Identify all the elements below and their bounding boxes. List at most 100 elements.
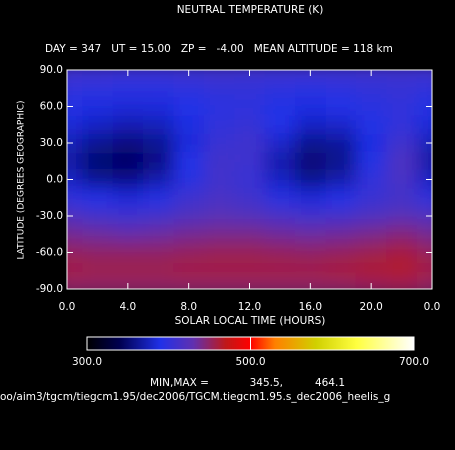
heat-cell bbox=[203, 206, 235, 226]
heat-cell bbox=[325, 206, 357, 226]
heat-cell bbox=[416, 70, 432, 80]
heat-cell bbox=[416, 152, 432, 171]
heat-cell bbox=[264, 225, 296, 244]
heat-cell bbox=[82, 261, 114, 281]
y-tick-label: -60.0 bbox=[36, 247, 63, 259]
y-tick-label: 30.0 bbox=[40, 137, 63, 149]
heat-cell bbox=[416, 261, 432, 281]
heat-cell bbox=[143, 79, 174, 98]
heat-cell bbox=[295, 243, 327, 263]
heat-cell bbox=[264, 133, 296, 153]
heat-cell bbox=[325, 133, 357, 153]
heat-cell bbox=[355, 133, 387, 153]
x-axis-label: SOLAR LOCAL TIME (HOURS) bbox=[175, 315, 326, 327]
heat-cell bbox=[295, 225, 327, 244]
heat-cell bbox=[264, 115, 296, 135]
heat-cell bbox=[143, 133, 174, 153]
heat-cell bbox=[264, 261, 296, 281]
heat-cell bbox=[234, 115, 266, 135]
heat-cell bbox=[295, 188, 327, 208]
heat-cell bbox=[203, 243, 235, 263]
heat-cell bbox=[143, 70, 174, 80]
heat-cell bbox=[203, 279, 235, 289]
heat-cell bbox=[82, 279, 114, 289]
heat-cell bbox=[203, 133, 235, 153]
heat-cell bbox=[264, 70, 296, 80]
y-tick-label: -30.0 bbox=[36, 210, 63, 222]
heat-cell bbox=[386, 279, 418, 289]
heat-cell bbox=[112, 79, 144, 98]
heat-cell bbox=[67, 279, 83, 289]
stats-max: 464.1 bbox=[315, 377, 345, 389]
heat-cell bbox=[173, 97, 205, 117]
heat-cell bbox=[295, 97, 327, 117]
heat-cell bbox=[325, 225, 357, 244]
heat-cell bbox=[112, 225, 144, 244]
heat-cell bbox=[203, 97, 235, 117]
heat-cell bbox=[82, 170, 114, 190]
heat-cell bbox=[143, 206, 174, 226]
heatmap bbox=[67, 70, 432, 289]
heat-cell bbox=[173, 206, 205, 226]
heat-cell bbox=[416, 225, 432, 244]
heat-cell bbox=[295, 170, 327, 190]
heat-cell bbox=[386, 243, 418, 263]
heat-cell bbox=[416, 115, 432, 135]
heat-cell bbox=[143, 97, 174, 117]
x-tick-label: 20.0 bbox=[359, 301, 382, 313]
heat-cell bbox=[295, 261, 327, 281]
heat-cell bbox=[325, 115, 357, 135]
stats-min: 345.5, bbox=[250, 377, 283, 389]
heat-cell bbox=[234, 79, 266, 98]
heat-cell bbox=[203, 225, 235, 244]
heat-cell bbox=[82, 79, 114, 98]
heat-cell bbox=[416, 206, 432, 226]
heat-cell bbox=[112, 243, 144, 263]
heat-cell bbox=[264, 152, 296, 171]
heat-cell bbox=[203, 70, 235, 80]
heat-cell bbox=[203, 152, 235, 171]
heat-cell bbox=[234, 261, 266, 281]
heat-cell bbox=[82, 133, 114, 153]
heat-cell bbox=[112, 170, 144, 190]
heat-cell bbox=[234, 243, 266, 263]
y-axis-label: LATITUDE (DEGREES GEOGRAPHIC) bbox=[17, 100, 27, 259]
heat-cell bbox=[325, 170, 357, 190]
heat-cell bbox=[386, 70, 418, 80]
heat-cell bbox=[67, 225, 83, 244]
heat-cell bbox=[355, 243, 387, 263]
heat-cell bbox=[325, 243, 357, 263]
heat-cell bbox=[173, 188, 205, 208]
heat-cell bbox=[67, 170, 83, 190]
heat-cell bbox=[173, 152, 205, 171]
heat-cell bbox=[386, 225, 418, 244]
heat-cell bbox=[173, 243, 205, 263]
heat-cell bbox=[143, 279, 174, 289]
heat-cell bbox=[203, 261, 235, 281]
x-tick-label: 16.0 bbox=[299, 301, 322, 313]
heat-cell bbox=[143, 243, 174, 263]
heat-cell bbox=[67, 70, 83, 80]
heat-cell bbox=[416, 243, 432, 263]
heat-cell bbox=[325, 279, 357, 289]
heat-cell bbox=[416, 170, 432, 190]
heat-cell bbox=[386, 115, 418, 135]
heat-cell bbox=[203, 188, 235, 208]
heat-cell bbox=[234, 97, 266, 117]
x-tick-label: 4.0 bbox=[119, 301, 136, 313]
heat-cell bbox=[386, 188, 418, 208]
heat-cell bbox=[112, 115, 144, 135]
heat-cell bbox=[67, 188, 83, 208]
heat-cell bbox=[386, 206, 418, 226]
heat-cell bbox=[67, 206, 83, 226]
chart-title: NEUTRAL TEMPERATURE (K) bbox=[177, 4, 324, 16]
heat-cell bbox=[82, 152, 114, 171]
heat-cell bbox=[355, 115, 387, 135]
heat-cell bbox=[355, 225, 387, 244]
heat-cell bbox=[416, 279, 432, 289]
heat-cell bbox=[325, 152, 357, 171]
heat-cell bbox=[67, 261, 83, 281]
x-tick-label: 0.0 bbox=[424, 301, 441, 313]
colorbar-tick-label: 700.0 bbox=[399, 356, 429, 368]
heat-cell bbox=[143, 170, 174, 190]
